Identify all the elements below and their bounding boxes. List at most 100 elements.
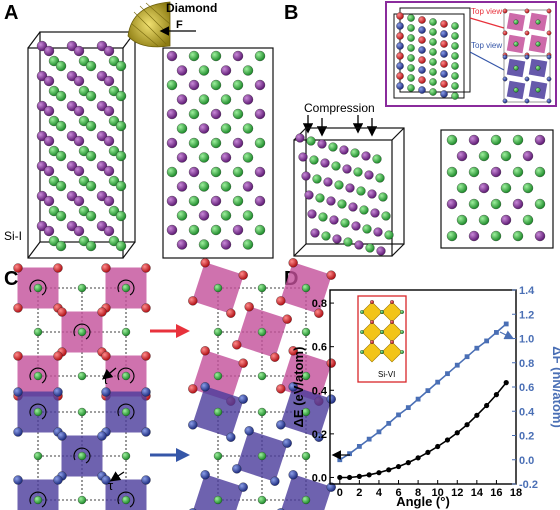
inset-atom [440, 50, 448, 58]
green-atom [384, 230, 394, 240]
inset-atom [440, 80, 448, 88]
green-atom [257, 451, 267, 461]
purple-atom [103, 75, 115, 87]
corner-atom [288, 382, 298, 392]
data-point [503, 380, 509, 386]
corner-atom [101, 263, 111, 273]
inset-atom [440, 30, 448, 38]
purple-atom [220, 152, 232, 163]
data-point [395, 463, 402, 470]
purple-atom [232, 137, 244, 149]
purple-atom [342, 164, 352, 174]
inset-atom [407, 44, 415, 52]
y-left-tick-label: 0.8 [312, 298, 327, 310]
y-right-tick-label: 1.2 [519, 309, 534, 321]
green-atom [85, 180, 97, 192]
corner-atom [13, 303, 23, 313]
corner-atom [546, 54, 552, 60]
corner-atom [502, 54, 508, 60]
corner-atom [270, 476, 280, 486]
diamond-label: Diamond [166, 1, 217, 15]
green-atom [535, 65, 541, 71]
green-atom [337, 199, 347, 209]
green-atom [380, 350, 384, 354]
pink-octahedra-unrotated [13, 263, 151, 401]
purple-atom [301, 171, 311, 181]
green-atom [478, 214, 490, 226]
transform-arrow-red [150, 324, 190, 338]
green-atom [350, 148, 360, 158]
green-atom [115, 90, 127, 102]
purple-atom [242, 94, 254, 105]
corner-atom [200, 258, 210, 268]
green-atom [513, 19, 519, 25]
si-i-unit-box [162, 47, 274, 259]
green-atom [315, 193, 325, 203]
inset-atom [451, 82, 459, 90]
green-atom [513, 87, 519, 93]
inset-atom [440, 40, 448, 48]
inset-atom [407, 74, 415, 82]
green-atom [55, 240, 67, 252]
green-atom [334, 180, 344, 190]
data-point [503, 321, 509, 327]
green-atom [301, 371, 311, 381]
purple-atom [103, 195, 115, 207]
compressed-atoms [295, 133, 394, 256]
corner-atom [97, 431, 107, 441]
green-atom [210, 50, 222, 62]
purple-atom [103, 105, 115, 117]
purple-atom [176, 65, 188, 76]
inset-atom [407, 34, 415, 42]
corner-atom [232, 464, 242, 474]
inset-atom [451, 22, 459, 30]
purple-atom [522, 150, 534, 162]
corner-atom [238, 270, 248, 280]
green-atom [188, 137, 200, 149]
inset-atom [418, 26, 426, 34]
purple-atom [176, 94, 188, 105]
purple-atom [166, 50, 178, 62]
green-atom [85, 150, 97, 162]
purple-atom [103, 45, 115, 57]
data-point [356, 473, 362, 479]
green-atom [55, 90, 67, 102]
inset-atom [396, 62, 404, 70]
purple-atom [43, 165, 55, 177]
green-atom [318, 212, 328, 222]
corner-atom [326, 270, 336, 280]
purple-atom [534, 230, 546, 242]
purple-atom [43, 75, 55, 87]
green-atom [356, 186, 366, 196]
inset-atom [451, 62, 459, 70]
corner-atom [502, 98, 508, 104]
green-atom [115, 60, 127, 72]
inset-atom [396, 22, 404, 30]
inset-atom [396, 82, 404, 90]
red-atom [390, 320, 394, 324]
green-atom [242, 210, 254, 221]
phase-label-si-i: Si-I [4, 229, 22, 243]
y-right-tick-label: 0.0 [519, 455, 534, 467]
rotation-arc [29, 279, 47, 296]
corner-atom [546, 8, 552, 14]
corner-atom [502, 76, 508, 82]
panel-label-a: A [4, 2, 19, 24]
green-atom [301, 495, 311, 505]
green-atom [446, 134, 458, 146]
green-atom [188, 224, 200, 236]
green-atom [121, 283, 131, 293]
green-atom [534, 198, 546, 210]
green-atom [85, 240, 97, 252]
green-atom [534, 166, 546, 178]
inset-atom [407, 14, 415, 22]
green-atom [522, 214, 534, 226]
green-atom [55, 180, 67, 192]
green-atom [242, 239, 254, 250]
green-atom [115, 180, 127, 192]
x-tick-label: 4 [376, 487, 383, 499]
corner-atom [57, 307, 67, 317]
data-point [376, 470, 382, 476]
green-atom [513, 65, 519, 71]
green-atom [77, 495, 87, 505]
